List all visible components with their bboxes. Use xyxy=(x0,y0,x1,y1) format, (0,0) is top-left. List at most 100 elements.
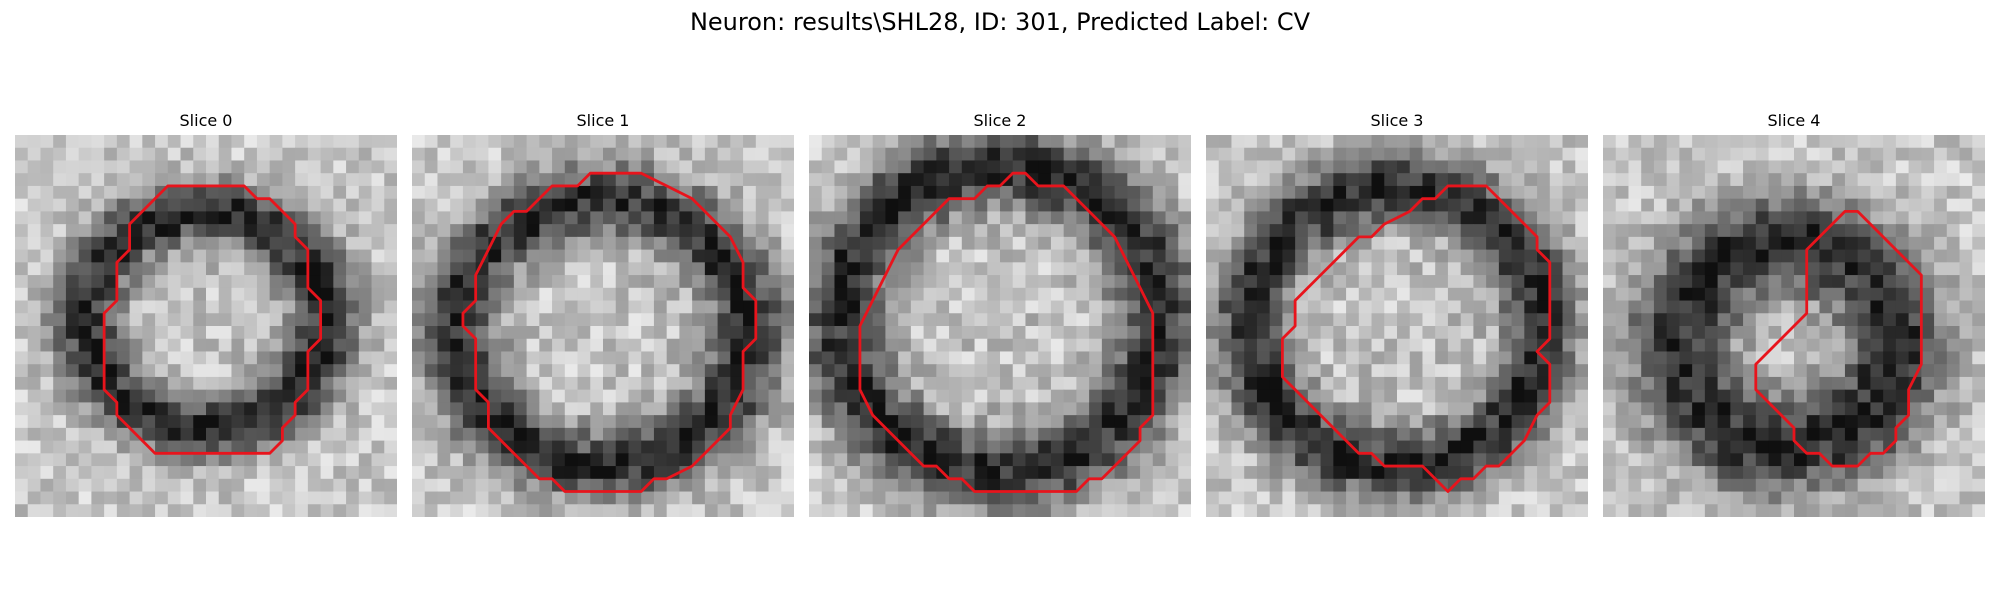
pixel xyxy=(641,415,655,429)
pixel xyxy=(1397,402,1411,416)
pixel xyxy=(923,287,937,302)
pixel xyxy=(1409,402,1423,416)
pixel xyxy=(1409,236,1423,251)
pixel xyxy=(730,427,744,442)
pixel xyxy=(781,453,794,467)
pixel xyxy=(501,236,515,251)
pixel xyxy=(1295,478,1309,493)
pixel xyxy=(1178,466,1191,480)
pixel xyxy=(1320,326,1334,340)
pixel xyxy=(1269,491,1283,505)
pixel xyxy=(1346,326,1360,340)
pixel xyxy=(1768,275,1782,289)
pixel xyxy=(65,211,80,225)
pixel xyxy=(1384,224,1398,238)
pixel xyxy=(412,376,426,391)
pixel xyxy=(1921,185,1935,200)
pixel xyxy=(821,198,835,212)
pixel xyxy=(1511,249,1525,263)
pixel xyxy=(307,491,322,505)
pixel xyxy=(1870,504,1884,517)
pixel xyxy=(1012,402,1026,416)
pixel xyxy=(1435,262,1449,276)
pixel xyxy=(692,262,706,276)
pixel xyxy=(1063,338,1077,352)
pixel xyxy=(539,427,553,442)
pixel xyxy=(27,135,41,149)
pixel xyxy=(615,427,629,442)
pixel xyxy=(1140,198,1154,212)
pixel xyxy=(1282,287,1296,302)
pixel xyxy=(1806,249,1820,263)
pixel xyxy=(1076,262,1090,276)
pixel xyxy=(1435,389,1449,403)
pixel xyxy=(27,402,41,416)
pixel xyxy=(704,300,719,314)
pixel xyxy=(1908,185,1922,200)
pixel xyxy=(1549,147,1564,161)
pixel xyxy=(641,262,655,276)
pixel xyxy=(1743,287,1757,302)
pixel xyxy=(475,275,489,289)
pixel xyxy=(552,185,566,200)
pixel xyxy=(872,491,886,505)
pixel xyxy=(475,415,489,429)
pixel xyxy=(1358,135,1373,149)
pixel xyxy=(1717,275,1731,289)
pixel xyxy=(513,389,528,403)
pixel xyxy=(821,224,835,238)
pixel xyxy=(15,147,29,161)
pixel xyxy=(1409,453,1423,467)
pixel xyxy=(1282,427,1296,442)
pixel xyxy=(961,466,976,480)
pixel xyxy=(679,236,693,251)
pixel xyxy=(1641,415,1655,429)
pixel xyxy=(974,351,988,365)
pixel xyxy=(1473,478,1487,493)
pixel xyxy=(1794,415,1808,429)
pixel xyxy=(1346,300,1360,314)
pixel xyxy=(1000,427,1014,442)
pixel xyxy=(961,160,976,174)
pixel xyxy=(949,478,963,493)
pixel xyxy=(1628,249,1642,263)
pixel xyxy=(1857,262,1871,276)
pixel xyxy=(603,351,617,365)
pixel xyxy=(1844,275,1859,289)
pixel xyxy=(615,147,629,161)
pixel xyxy=(1679,427,1693,442)
pixel xyxy=(1346,135,1360,149)
pixel xyxy=(358,275,373,289)
pixel xyxy=(1127,389,1141,403)
pixel xyxy=(1921,211,1935,225)
pixel xyxy=(1140,249,1154,263)
pixel xyxy=(129,135,143,149)
pixel xyxy=(1358,440,1373,454)
pixel xyxy=(307,236,322,251)
pixel xyxy=(704,504,719,517)
pixel xyxy=(501,402,515,416)
pixel xyxy=(1333,275,1347,289)
pixel xyxy=(847,453,861,467)
pixel xyxy=(1231,313,1245,327)
pixel xyxy=(282,287,296,302)
pixel xyxy=(193,135,207,149)
pixel xyxy=(653,376,668,391)
pixel xyxy=(885,389,899,403)
pixel xyxy=(1333,198,1347,212)
pixel xyxy=(1768,198,1782,212)
pixel xyxy=(104,135,118,149)
pixel xyxy=(282,466,296,480)
pixel xyxy=(1218,287,1232,302)
pixel xyxy=(1832,185,1846,200)
pixel xyxy=(847,224,861,238)
pixel xyxy=(333,211,347,225)
pixel xyxy=(1000,236,1014,251)
pixel xyxy=(1844,135,1859,149)
pixel xyxy=(129,313,143,327)
pixel xyxy=(1447,402,1462,416)
pixel xyxy=(91,185,105,200)
pixel xyxy=(206,287,220,302)
pixel xyxy=(743,236,757,251)
pixel xyxy=(167,440,182,454)
